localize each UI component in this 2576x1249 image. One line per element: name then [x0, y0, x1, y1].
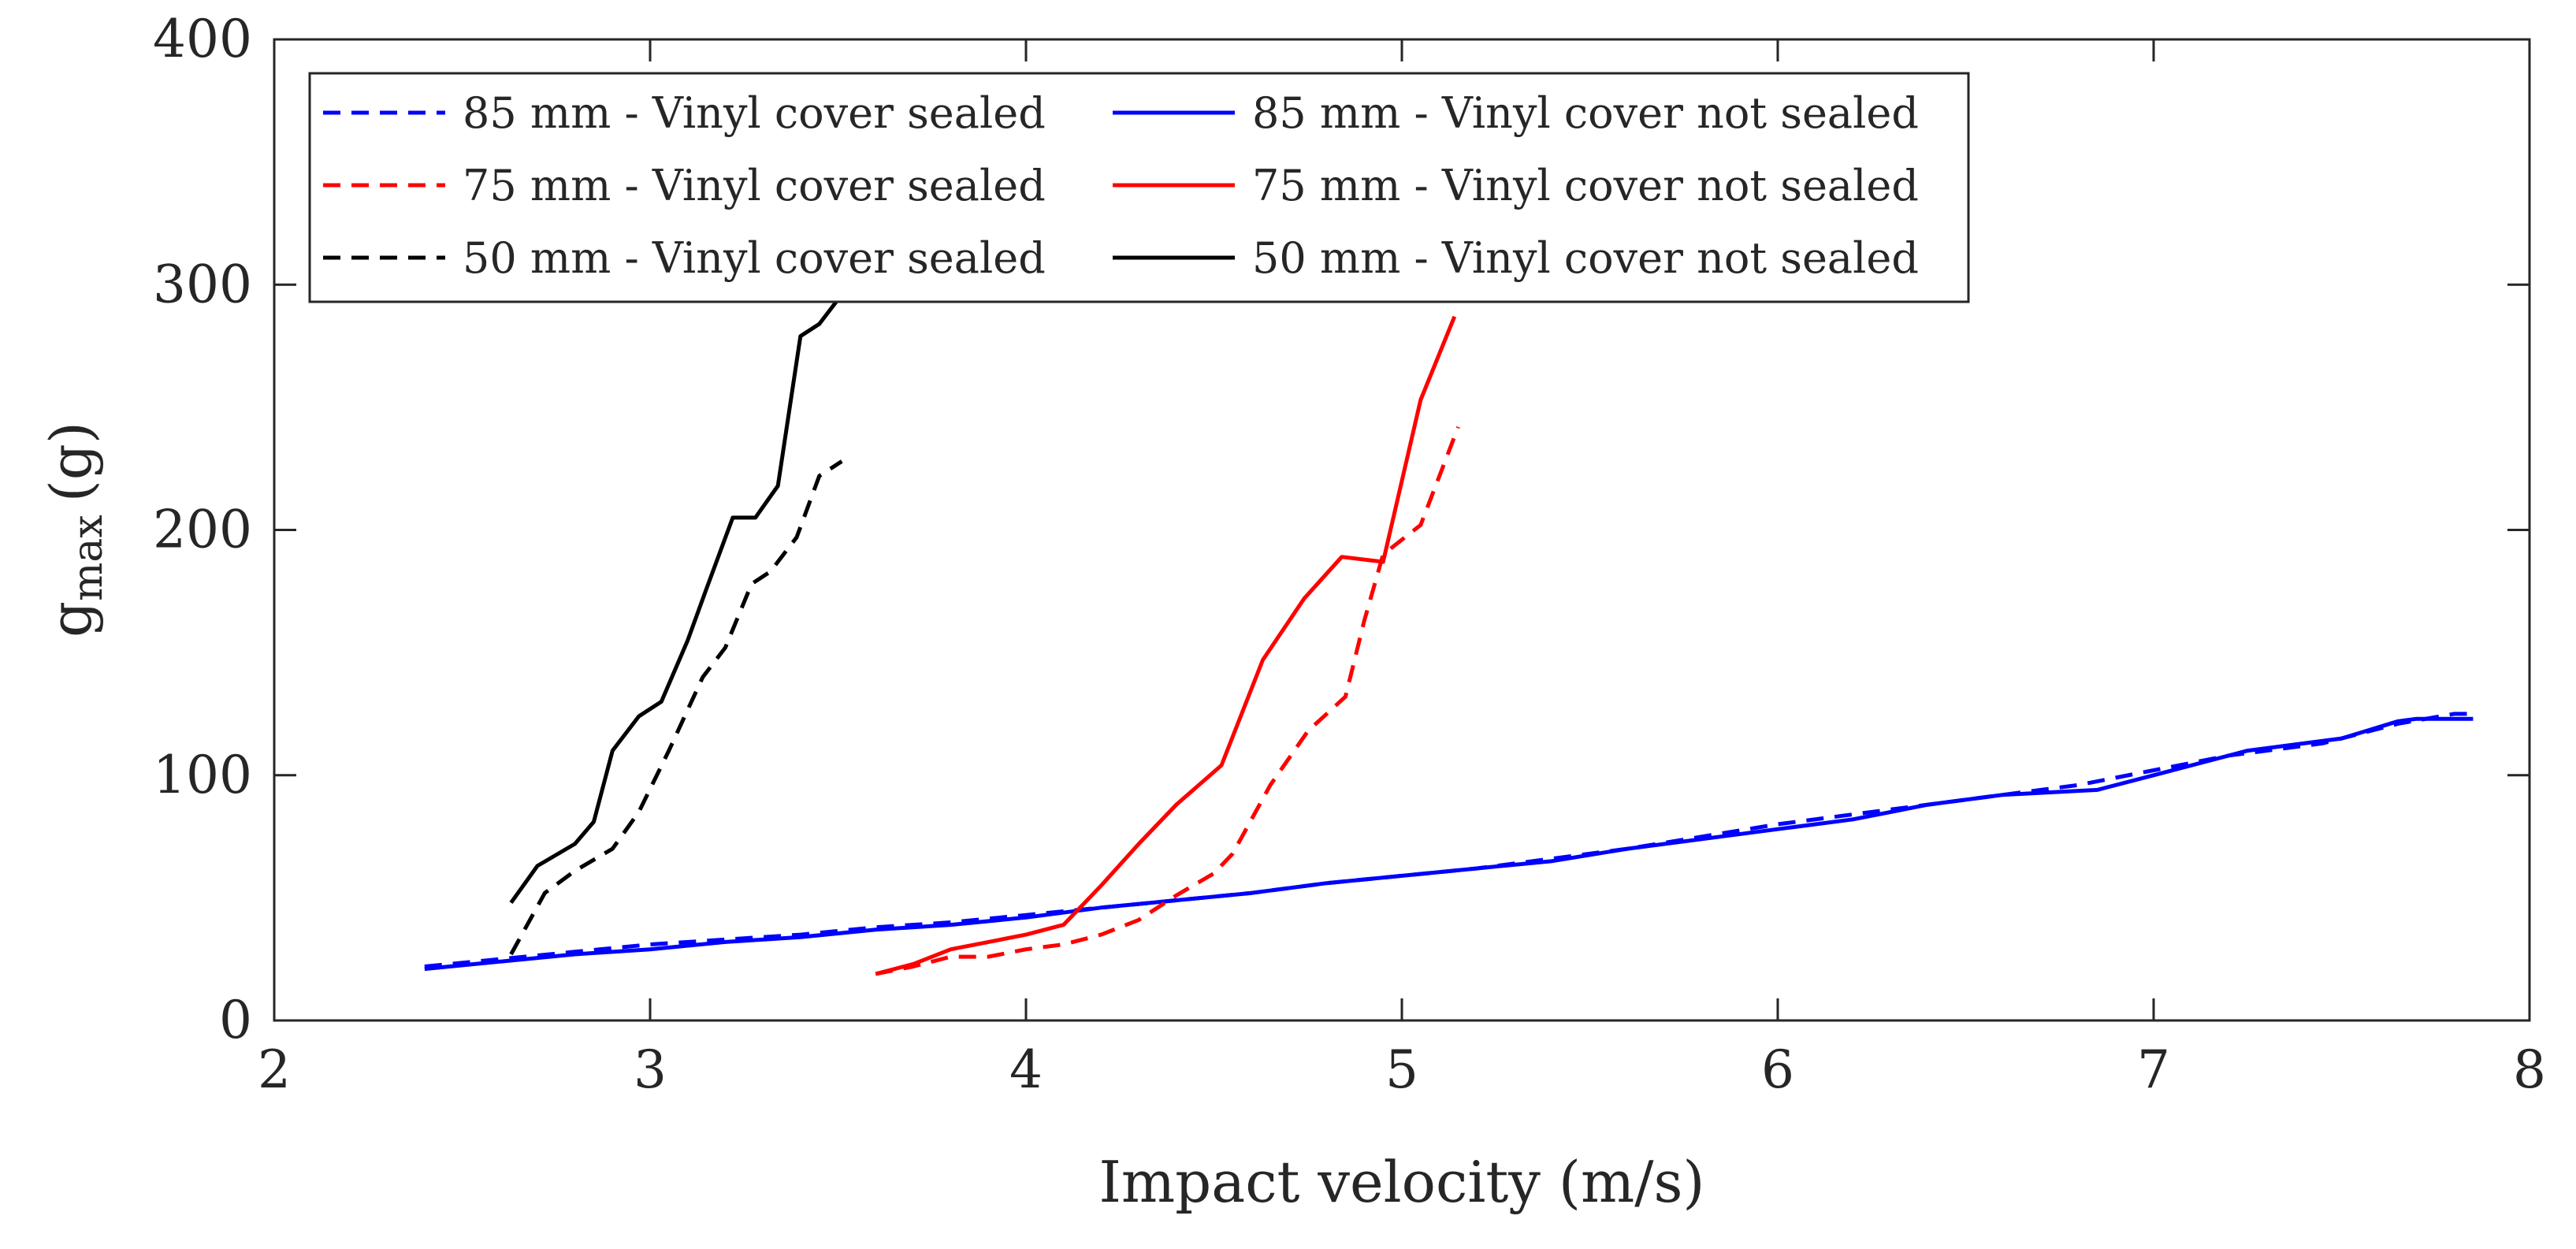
series-layer — [424, 293, 2474, 976]
y-axis-title-subscript: max — [65, 515, 112, 601]
series-line-75-mm-vinyl-cover-not-sealed — [875, 315, 1457, 976]
series-line-50-mm-vinyl-cover-sealed — [509, 459, 843, 956]
x-tick-label: 7 — [2137, 1039, 2170, 1100]
legend: 85 mm - Vinyl cover sealed 85 mm - Vinyl … — [308, 72, 1970, 303]
x-axis-title: Impact velocity (m/s) — [1098, 1149, 1704, 1215]
y-axis-title-unit: (g) — [38, 422, 104, 502]
legend-label-85-mm-vinyl-cover-sealed: 85 mm - Vinyl cover sealed — [463, 88, 1046, 138]
y-tick-label: 300 — [153, 254, 252, 314]
y-tick-label: 400 — [153, 9, 252, 69]
series-line-85-mm-vinyl-cover-not-sealed — [424, 716, 2474, 972]
y-axis-title-main: g — [38, 601, 104, 638]
legend-label-50-mm-vinyl-cover-sealed: 50 mm - Vinyl cover sealed — [463, 233, 1046, 283]
legend-label-85-mm-vinyl-cover-not-sealed: 85 mm - Vinyl cover not sealed — [1252, 88, 1919, 138]
x-tick-label: 3 — [634, 1039, 667, 1100]
x-tick-label: 6 — [1761, 1039, 1794, 1100]
y-axis-title: gmax (g) — [38, 422, 112, 638]
axis-ticks: 2 3 4 5 6 7 8 0 100 200 300 400 — [153, 9, 2546, 1100]
y-tick-label: 0 — [219, 990, 252, 1050]
legend-label-75-mm-vinyl-cover-not-sealed: 75 mm - Vinyl cover not sealed — [1252, 161, 1919, 210]
x-tick-label: 5 — [1385, 1039, 1418, 1100]
legend-items: 85 mm - Vinyl cover sealed 85 mm - Vinyl … — [323, 88, 1919, 283]
y-tick-label: 100 — [153, 745, 252, 805]
x-tick-label: 2 — [258, 1039, 291, 1100]
legend-label-50-mm-vinyl-cover-not-sealed: 50 mm - Vinyl cover not sealed — [1252, 233, 1919, 283]
y-tick-label: 200 — [153, 500, 252, 560]
legend-label-75-mm-vinyl-cover-sealed: 75 mm - Vinyl cover sealed — [463, 161, 1046, 210]
x-tick-label: 8 — [2513, 1039, 2546, 1100]
series-line-50-mm-vinyl-cover-not-sealed — [509, 293, 844, 905]
x-tick-label: 4 — [1009, 1039, 1043, 1100]
